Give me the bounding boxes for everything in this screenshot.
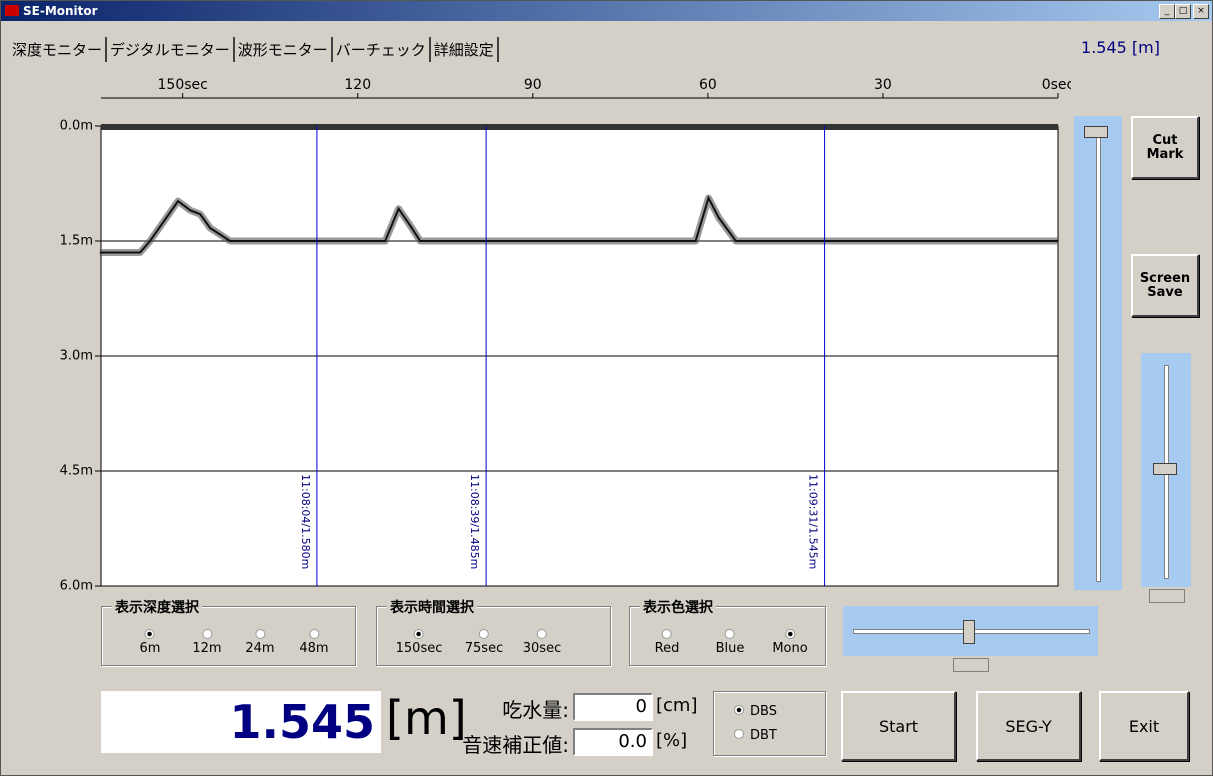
- y-tick-label: 6.0m: [60, 579, 93, 594]
- radio-button[interactable]: [309, 629, 319, 639]
- tab[interactable]: 波形モニター: [235, 37, 333, 62]
- depth-unit: [m]: [386, 691, 467, 745]
- tab-bar: 深度モニターデジタルモニター波形モニターバーチェック詳細設定: [9, 37, 499, 62]
- radio-button[interactable]: [145, 629, 155, 639]
- tab[interactable]: デジタルモニター: [107, 37, 235, 62]
- cut-mark-label: 11:08:39/1.485m: [468, 474, 481, 569]
- x-tick-label: 60: [699, 77, 717, 93]
- radio-label: 150sec: [396, 641, 443, 656]
- y-tick-label: 4.5m: [60, 464, 93, 479]
- radio-label: DBT: [750, 728, 777, 743]
- radio-label: Blue: [716, 641, 745, 656]
- close-button[interactable]: ×: [1193, 4, 1209, 19]
- radio-label: 6m: [140, 641, 161, 656]
- gain-slider[interactable]: [1074, 116, 1122, 590]
- radio-option[interactable]: Blue: [716, 629, 745, 656]
- y-tick-label: 1.5m: [60, 234, 93, 249]
- radio-label: 48m: [299, 641, 328, 656]
- radio-option[interactable]: 6m: [140, 629, 161, 656]
- slider-value: [1149, 589, 1185, 603]
- sound-field[interactable]: 0.0: [573, 728, 653, 756]
- contrast-slider[interactable]: [843, 606, 1098, 656]
- radio-option[interactable]: 24m: [245, 629, 274, 656]
- x-tick-label: 150sec: [158, 77, 208, 93]
- group-title: 表示深度選択: [112, 597, 202, 617]
- radio-label: 12m: [192, 641, 221, 656]
- group-title: 表示色選択: [640, 597, 716, 617]
- sound-label: 音速補正値:: [462, 729, 569, 758]
- radio-button[interactable]: [414, 629, 424, 639]
- radio-option[interactable]: DBS: [734, 704, 777, 719]
- exit-button[interactable]: Exit: [1099, 691, 1189, 761]
- radio-button[interactable]: [479, 629, 489, 639]
- slider-value: [953, 658, 989, 672]
- tab[interactable]: バーチェック: [333, 37, 431, 62]
- radio-option[interactable]: DBT: [734, 728, 777, 743]
- maximize-button[interactable]: □: [1175, 4, 1191, 19]
- window: SE-Monitor _ □ × 深度モニターデジタルモニター波形モニターバーチ…: [0, 0, 1213, 776]
- x-tick-label: 0sec: [1042, 77, 1071, 93]
- radio-label: 30sec: [523, 641, 561, 656]
- window-title: SE-Monitor: [23, 4, 98, 18]
- app-icon: [5, 5, 19, 16]
- radio-option[interactable]: Red: [655, 629, 680, 656]
- draft-unit: [cm]: [656, 695, 697, 716]
- cut-mark-button[interactable]: Cut Mark: [1131, 116, 1199, 179]
- depth-value: 1.545: [229, 695, 375, 749]
- radio-button[interactable]: [202, 629, 212, 639]
- header-depth: 1.545 [m]: [1081, 38, 1160, 57]
- segy-button[interactable]: SEG-Y: [976, 691, 1081, 761]
- surface-echo: [101, 124, 1058, 130]
- sound-unit: [%]: [656, 730, 687, 751]
- tab[interactable]: 詳細設定: [431, 37, 499, 62]
- cut-mark-label: 11:09:31/1.545m: [807, 474, 820, 569]
- cut-mark-label: 11:08:04/1.580m: [299, 474, 312, 569]
- screen-save-button[interactable]: Screen Save: [1131, 254, 1199, 317]
- radio-option[interactable]: Mono: [772, 629, 807, 656]
- x-tick-label: 30: [874, 77, 892, 93]
- radio-option[interactable]: 150sec: [396, 629, 443, 656]
- x-tick-label: 120: [344, 77, 371, 93]
- x-tick-label: 90: [524, 77, 542, 93]
- radio-label: 24m: [245, 641, 274, 656]
- group-title: 表示時間選択: [387, 597, 477, 617]
- radio-button[interactable]: [734, 705, 744, 715]
- draft-field[interactable]: 0: [573, 693, 653, 721]
- radio-label: Red: [655, 641, 680, 656]
- title-bar: SE-Monitor: [1, 1, 1212, 21]
- radio-button[interactable]: [537, 629, 547, 639]
- mode-group: DBS DBT: [713, 691, 826, 756]
- draft-label: 吃水量:: [502, 694, 569, 723]
- radio-label: DBS: [750, 704, 777, 719]
- tab[interactable]: 深度モニター: [9, 37, 107, 62]
- radio-label: 75sec: [465, 641, 503, 656]
- level-slider[interactable]: [1141, 353, 1191, 587]
- minimize-button[interactable]: _: [1159, 4, 1175, 19]
- radio-button[interactable]: [662, 629, 672, 639]
- y-tick-label: 0.0m: [60, 119, 93, 134]
- radio-button[interactable]: [734, 729, 744, 739]
- radio-button[interactable]: [785, 629, 795, 639]
- radio-label: Mono: [772, 641, 807, 656]
- body: SE-Monitor _ □ × 深度モニターデジタルモニター波形モニターバーチ…: [0, 0, 1213, 776]
- page: {"window_title": "SE-Monitor", "tabs": […: [0, 0, 1213, 776]
- radio-option[interactable]: 48m: [299, 629, 328, 656]
- radio-option[interactable]: 12m: [192, 629, 221, 656]
- radio-button[interactable]: [725, 629, 735, 639]
- start-button[interactable]: Start: [841, 691, 956, 761]
- y-tick-label: 3.0m: [60, 349, 93, 364]
- radio-option[interactable]: 30sec: [523, 629, 561, 656]
- radio-option[interactable]: 75sec: [465, 629, 503, 656]
- echogram: 150sec 120 90 60 30 0sec 0.0m 1.5m 3.0m 4.5m 6.0m 1…: [1, 71, 1071, 601]
- depth-display: 1.545: [101, 691, 381, 753]
- radio-button[interactable]: [255, 629, 265, 639]
